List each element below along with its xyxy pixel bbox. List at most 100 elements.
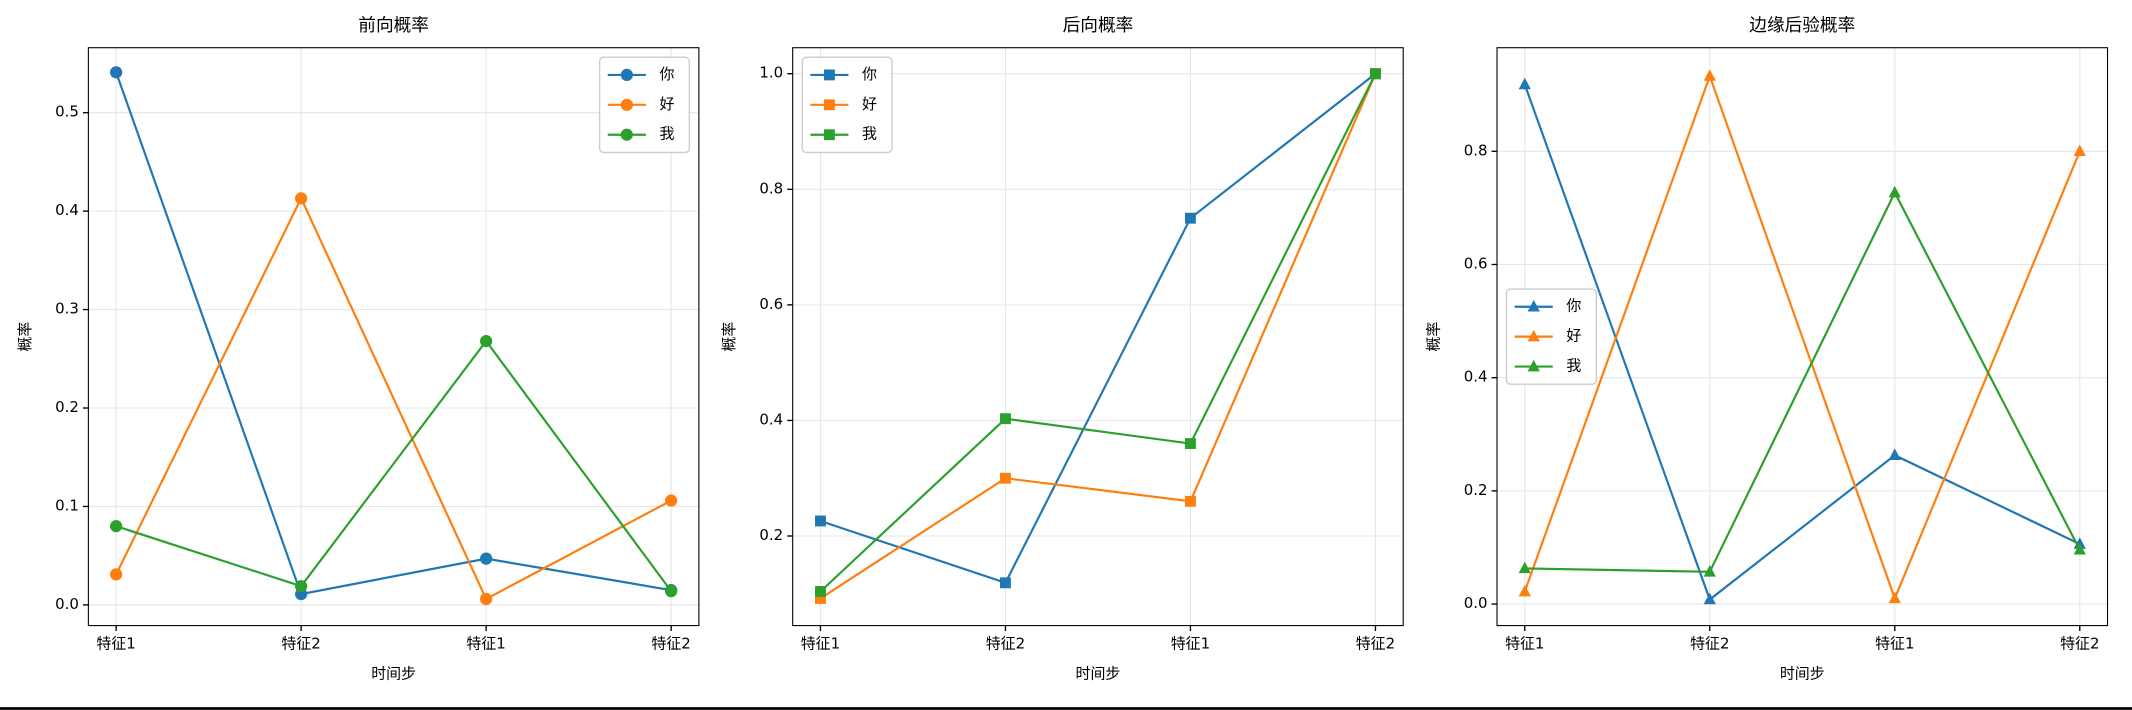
data-point [1518, 584, 1531, 597]
data-point [110, 66, 123, 79]
y-axis-label: 概率 [720, 322, 738, 352]
data-point [1185, 495, 1196, 507]
data-point [1185, 212, 1196, 224]
chart-title: 后向概率 [1063, 15, 1134, 36]
data-point [2073, 144, 2086, 157]
y-tick-label: 0.1 [55, 496, 79, 514]
data-point [295, 192, 308, 205]
legend-marker [823, 99, 835, 111]
data-point [815, 586, 826, 597]
x-axis-label: 时间步 [371, 665, 416, 683]
x-tick-label: 特征1 [1875, 635, 1914, 653]
series-line [1523, 72, 2081, 602]
y-tick-label: 0.3 [55, 300, 79, 318]
y-tick-label: 0.4 [759, 410, 783, 428]
legend-label: 好 [862, 95, 877, 113]
y-tick-label: 1.0 [759, 64, 783, 82]
legend-marker [1527, 329, 1540, 342]
legend-label: 你 [1566, 297, 1581, 315]
data-point [1888, 185, 1901, 198]
legend-marker [620, 68, 633, 82]
x-tick-label: 特征1 [96, 635, 135, 653]
series-line [819, 73, 1377, 593]
y-tick-label: 0.2 [759, 526, 783, 544]
series-line [115, 195, 672, 601]
series-line [819, 73, 1377, 600]
y-tick-label: 0.6 [759, 295, 783, 313]
series-line [820, 72, 1377, 585]
data-point [1703, 69, 1716, 81]
y-tick-label: 0.2 [1464, 481, 1488, 499]
y-tick-label: 0.8 [759, 179, 783, 197]
series-line [115, 339, 673, 592]
y-tick-label: 0.5 [55, 103, 79, 121]
data-point [1185, 438, 1196, 449]
data-point [110, 520, 123, 533]
data-point [1000, 413, 1011, 425]
x-axis-label: 时间步 [1780, 665, 1825, 683]
legend-label: 我 [659, 125, 674, 143]
data-point [815, 592, 826, 604]
x-tick-label: 特征2 [281, 635, 320, 653]
x-tick-label: 特征1 [1505, 635, 1544, 653]
data-point [1703, 565, 1716, 577]
data-point [1888, 448, 1901, 460]
y-tick-label: 0.6 [1464, 254, 1488, 272]
legend-label: 你 [862, 65, 877, 83]
data-point [1703, 592, 1716, 605]
y-tick-label: 0.0 [1464, 594, 1488, 612]
x-tick-label: 特征2 [651, 635, 690, 653]
data-point [815, 515, 826, 527]
chart-title: 边缘后验概率 [1749, 15, 1855, 36]
legend-marker [620, 98, 633, 111]
y-axis-label: 概率 [1424, 322, 1442, 352]
data-point [1000, 577, 1011, 589]
y-tick-label: 0.2 [55, 398, 79, 416]
series-line [1523, 84, 2081, 602]
data-point [480, 552, 493, 565]
data-point [295, 580, 308, 593]
data-point [1518, 77, 1531, 90]
data-point [480, 334, 493, 348]
data-point [1518, 561, 1531, 574]
y-tick-label: 0.4 [55, 201, 79, 219]
data-point [1370, 68, 1381, 80]
y-tick-label: 0.8 [1464, 141, 1488, 159]
legend-label: 我 [862, 125, 877, 143]
data-point [1888, 591, 1901, 604]
series-line [1524, 190, 2081, 573]
y-axis-label: 概率 [16, 322, 34, 352]
y-tick-label: 0.4 [1464, 368, 1488, 386]
data-point [2073, 542, 2086, 555]
data-point [110, 568, 123, 581]
plot-frame [87, 47, 700, 627]
x-tick-label: 特征1 [1171, 635, 1210, 653]
data-point [665, 494, 678, 507]
x-tick-label: 特征2 [1690, 635, 1729, 653]
x-tick-label: 特征1 [801, 635, 840, 653]
x-tick-label: 特征2 [986, 635, 1025, 653]
legend-marker [1527, 359, 1540, 372]
legend-label: 我 [1566, 357, 1581, 375]
legend-marker [1527, 299, 1540, 312]
legend-label: 你 [659, 65, 674, 83]
data-point [665, 585, 678, 598]
legend-marker [823, 69, 835, 81]
legend-label: 好 [659, 95, 674, 113]
series-line [115, 71, 672, 596]
y-tick-label: 0.0 [55, 595, 79, 613]
x-tick-label: 特征1 [466, 635, 505, 653]
x-axis-label: 时间步 [1076, 665, 1121, 683]
plot-frame [792, 47, 1404, 627]
x-tick-label: 特征2 [1356, 635, 1395, 653]
data-point [480, 592, 493, 606]
chart-title: 前向概率 [358, 15, 429, 36]
legend-marker [620, 128, 633, 141]
plot-frame [1496, 47, 2109, 627]
data-point [1000, 472, 1011, 484]
legend-label: 好 [1566, 327, 1581, 345]
x-tick-label: 特征2 [2060, 635, 2099, 653]
